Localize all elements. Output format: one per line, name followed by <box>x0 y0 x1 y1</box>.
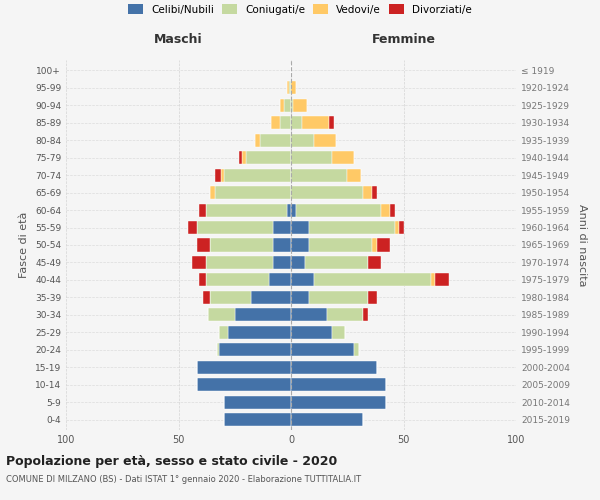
Y-axis label: Fasce di età: Fasce di età <box>19 212 29 278</box>
Bar <box>291 238 309 252</box>
Bar <box>210 291 251 304</box>
Bar <box>228 326 291 339</box>
Bar <box>287 82 289 94</box>
Bar <box>219 326 228 339</box>
Bar <box>363 308 367 322</box>
Bar <box>305 256 367 269</box>
Bar <box>381 204 390 216</box>
Bar <box>210 186 215 199</box>
Bar <box>217 343 219 356</box>
Bar <box>293 99 307 112</box>
Bar <box>291 221 309 234</box>
Bar <box>269 274 291 286</box>
Bar <box>291 256 305 269</box>
Bar <box>331 326 345 339</box>
Bar <box>291 291 309 304</box>
Bar <box>221 168 223 181</box>
Bar <box>314 274 431 286</box>
Bar <box>327 308 363 322</box>
Bar <box>284 99 291 112</box>
Bar <box>273 221 291 234</box>
Text: COMUNE DI MILZANO (BS) - Dati ISTAT 1° gennaio 2020 - Elaborazione TUTTITALIA.IT: COMUNE DI MILZANO (BS) - Dati ISTAT 1° g… <box>6 475 361 484</box>
Bar <box>192 256 205 269</box>
Bar <box>280 99 284 112</box>
Bar <box>197 360 291 374</box>
Bar <box>291 274 314 286</box>
Text: Maschi: Maschi <box>154 33 203 46</box>
Bar <box>210 238 273 252</box>
Bar <box>205 204 287 216</box>
Bar <box>223 396 291 408</box>
Bar <box>205 256 273 269</box>
Bar <box>314 134 336 147</box>
Bar <box>197 221 273 234</box>
Bar <box>215 168 221 181</box>
Y-axis label: Anni di nascita: Anni di nascita <box>577 204 587 286</box>
Bar <box>354 343 359 356</box>
Legend: Celibi/Nubili, Coniugati/e, Vedovi/e, Divorziati/e: Celibi/Nubili, Coniugati/e, Vedovi/e, Di… <box>124 0 476 19</box>
Text: Popolazione per età, sesso e stato civile - 2020: Popolazione per età, sesso e stato civil… <box>6 455 337 468</box>
Bar <box>291 343 354 356</box>
Bar <box>291 396 386 408</box>
Bar <box>291 378 386 391</box>
Bar <box>372 238 377 252</box>
Bar <box>219 343 291 356</box>
Bar <box>199 274 205 286</box>
Bar <box>271 116 280 130</box>
Bar <box>331 151 354 164</box>
Bar <box>291 186 363 199</box>
Bar <box>291 308 327 322</box>
Bar <box>287 204 291 216</box>
Bar <box>347 168 361 181</box>
Bar <box>291 326 331 339</box>
Bar <box>431 274 435 286</box>
Bar <box>291 151 331 164</box>
Bar <box>367 291 377 304</box>
Bar <box>203 291 210 304</box>
Bar <box>377 238 390 252</box>
Bar <box>363 186 372 199</box>
Bar <box>187 221 197 234</box>
Bar <box>239 151 241 164</box>
Bar <box>367 256 381 269</box>
Bar <box>309 291 367 304</box>
Text: Femmine: Femmine <box>371 33 436 46</box>
Bar <box>251 291 291 304</box>
Bar <box>302 116 329 130</box>
Bar <box>255 134 260 147</box>
Bar <box>208 308 235 322</box>
Bar <box>223 413 291 426</box>
Bar <box>291 360 377 374</box>
Bar <box>291 134 314 147</box>
Bar <box>329 116 334 130</box>
Bar <box>246 151 291 164</box>
Bar <box>291 413 363 426</box>
Bar <box>399 221 404 234</box>
Bar <box>291 204 296 216</box>
Bar <box>372 186 377 199</box>
Bar <box>309 238 372 252</box>
Bar <box>235 308 291 322</box>
Bar <box>291 99 293 112</box>
Bar <box>309 221 395 234</box>
Bar <box>215 186 291 199</box>
Bar <box>395 221 399 234</box>
Bar <box>390 204 395 216</box>
Bar <box>197 238 210 252</box>
Bar <box>291 82 296 94</box>
Bar <box>197 378 291 391</box>
Bar <box>241 151 246 164</box>
Bar <box>291 116 302 130</box>
Bar <box>273 256 291 269</box>
Bar <box>273 238 291 252</box>
Bar <box>280 116 291 130</box>
Bar <box>289 82 291 94</box>
Bar <box>296 204 381 216</box>
Bar <box>199 204 205 216</box>
Bar <box>291 168 347 181</box>
Bar <box>435 274 449 286</box>
Bar <box>223 168 291 181</box>
Bar <box>205 274 269 286</box>
Bar <box>260 134 291 147</box>
